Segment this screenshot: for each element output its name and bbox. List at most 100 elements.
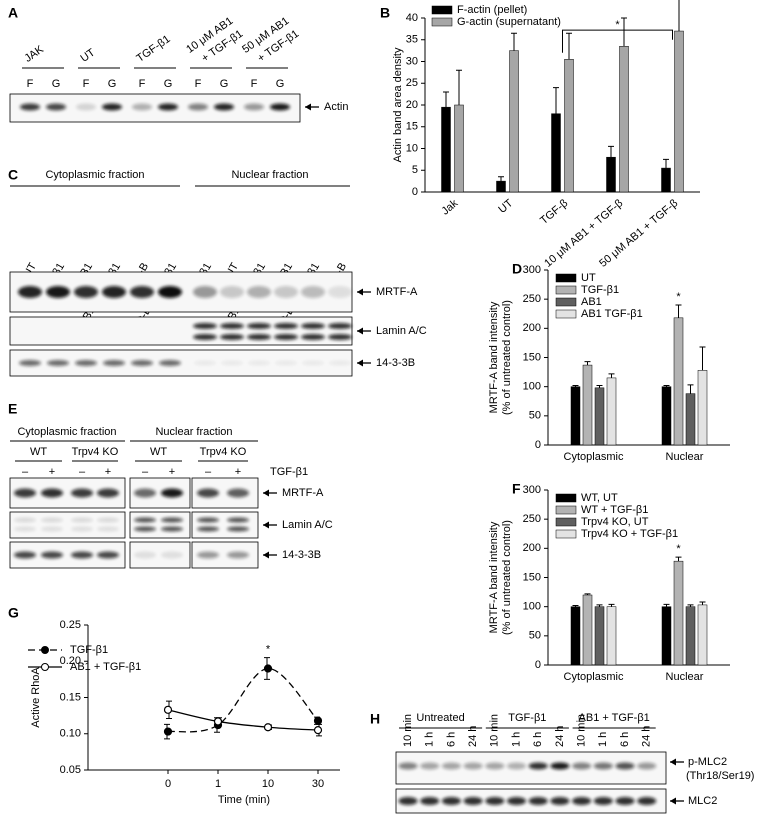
error-bar: [663, 158, 669, 169]
bar: [582, 594, 593, 666]
band: [134, 517, 156, 523]
band: [161, 488, 183, 498]
y-tick-label: 150: [523, 351, 541, 363]
band: [71, 517, 93, 523]
y-tick-label: 300: [523, 484, 541, 496]
x-tick-label: 1: [215, 778, 221, 790]
group-label: TGF-β1: [135, 33, 173, 65]
arrow-head: [263, 521, 269, 529]
significance-bracket: [562, 29, 673, 53]
band: [441, 762, 461, 770]
band: [398, 762, 418, 770]
lane-label: G: [220, 78, 229, 90]
band: [220, 334, 244, 340]
band: [197, 488, 219, 498]
x-tick-label: Jak: [439, 197, 460, 218]
band: [97, 526, 119, 532]
x-tick-label: UT: [496, 197, 515, 216]
lane-label: G: [276, 78, 285, 90]
error-bar: [443, 91, 449, 108]
point: [213, 717, 223, 726]
bar: [606, 156, 616, 193]
lane-label: F: [195, 78, 202, 90]
y-tick-label: 0: [535, 659, 541, 671]
x-tick-label: Nuclear: [666, 671, 704, 683]
band: [14, 517, 36, 523]
panel-label: H: [370, 711, 380, 727]
point: [313, 716, 323, 725]
band: [248, 360, 270, 366]
legend-label: WT + TGF-β1: [581, 504, 648, 516]
y-tick-label: 150: [523, 571, 541, 583]
lane-label: 6 h: [445, 732, 457, 747]
band: [161, 551, 183, 559]
bar: [619, 46, 629, 193]
y-axis-label: (% of untreated control): [501, 520, 513, 635]
arrow-head: [263, 489, 269, 497]
error-bar: [584, 593, 591, 595]
point: [313, 726, 323, 735]
band: [102, 103, 122, 111]
group-label: UT: [79, 46, 98, 64]
lane-label: F: [27, 78, 34, 90]
arrow-head: [670, 797, 676, 805]
bar: [697, 604, 708, 666]
blot: [191, 511, 259, 539]
bar: [697, 370, 708, 446]
band: [572, 762, 592, 770]
lane-label: 24 h: [641, 726, 653, 747]
bar: [685, 393, 696, 446]
y-tick-label: 0.05: [60, 764, 81, 776]
band: [398, 797, 418, 805]
band: [615, 762, 635, 770]
band: [550, 762, 570, 770]
band: [159, 360, 181, 366]
error-bar: [511, 32, 517, 51]
band: [637, 762, 657, 770]
band: [97, 488, 119, 498]
band: [161, 526, 183, 532]
band-label: Actin: [324, 101, 348, 113]
band: [593, 797, 613, 805]
sign-label: –: [205, 466, 212, 478]
band: [274, 286, 298, 298]
legend-label: WT, UT: [581, 492, 618, 504]
bar: [674, 30, 684, 193]
sign-label: –: [22, 466, 29, 478]
band-label: 14-3-3B: [376, 357, 415, 369]
legend-label: TGF-β1: [581, 284, 619, 296]
band: [102, 286, 126, 298]
band: [214, 103, 234, 111]
band: [197, 526, 219, 532]
y-axis-label: MRTF-A band intensity: [488, 301, 500, 413]
blot: [9, 511, 126, 539]
bar: [564, 59, 574, 193]
error-bar: [687, 384, 694, 394]
band: [158, 286, 182, 298]
arrow-head: [670, 758, 676, 766]
bar: [661, 167, 671, 193]
bar: [570, 386, 581, 446]
bar: [582, 364, 593, 446]
arrow-head: [263, 551, 269, 559]
band: [134, 488, 156, 498]
band: [97, 517, 119, 523]
bar: [551, 113, 561, 193]
band-label: p-MLC2: [688, 756, 727, 768]
band: [550, 797, 570, 805]
error-bar: [596, 604, 603, 607]
panel-label: C: [8, 167, 18, 183]
y-tick-label: 100: [523, 601, 541, 613]
error-bar: [456, 69, 462, 105]
sign-label: –: [142, 466, 149, 478]
band: [71, 526, 93, 532]
error-bar: [608, 603, 615, 607]
y-tick-label: 100: [523, 381, 541, 393]
series-line: [167, 667, 319, 733]
band: [103, 360, 125, 366]
legend-label: UT: [581, 272, 596, 284]
y-tick-label: 200: [523, 322, 541, 334]
y-tick-label: 25: [406, 77, 418, 89]
legend-swatch: [555, 517, 577, 527]
band: [14, 526, 36, 532]
